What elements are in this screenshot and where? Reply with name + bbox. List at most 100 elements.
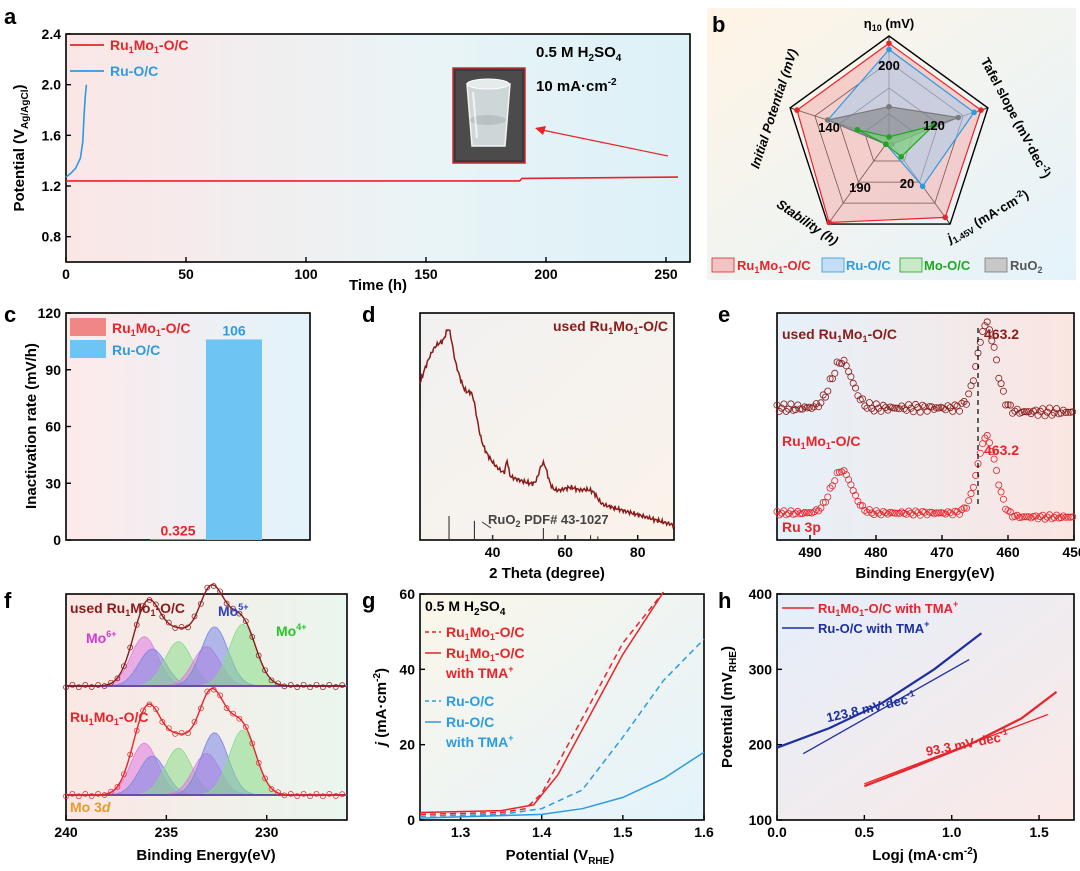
mo3d-point (88, 684, 95, 690)
radar-tick-label: 200 (878, 58, 900, 73)
bar-legend-ru1mo1: Ru1Mo1-O/C (112, 320, 190, 338)
mo3d-point (153, 706, 159, 712)
panel-e-letter: e (718, 302, 730, 327)
panel-e-xtick-label: 490 (798, 544, 822, 560)
xps-point (990, 455, 998, 463)
mo3d-point (153, 601, 159, 608)
xps-point (993, 466, 1001, 474)
xps-point (958, 506, 966, 514)
xps-point (1069, 408, 1077, 416)
panel-e-xtick-label: 450 (1062, 544, 1080, 560)
panel-h-ytick-label: 300 (749, 661, 773, 677)
radar-point (955, 114, 962, 121)
panel-a-ytick-label: 0.8 (42, 229, 62, 245)
mo3d-point (127, 644, 134, 651)
mo3d-point (287, 682, 294, 688)
mo3d-point (339, 682, 346, 688)
panel-h-tafel-curves (776, 632, 1058, 788)
xps-point (983, 431, 991, 439)
mo3d-point (172, 731, 179, 737)
xps-point (905, 507, 913, 515)
xps-point (893, 509, 901, 517)
xps-point (1059, 406, 1067, 414)
mo3d-point (300, 681, 307, 688)
mo3d-point (146, 701, 153, 708)
mo3d-point (63, 793, 69, 800)
radar-legend-ru: Ru-O/C (846, 258, 891, 273)
xps-point (921, 403, 929, 411)
xps-point (909, 511, 917, 519)
xps-point (826, 375, 834, 383)
xps-point (819, 498, 827, 506)
xps-point (1034, 515, 1042, 523)
panel-h-ytick-label: 400 (749, 586, 773, 602)
xps-point (879, 401, 887, 409)
xps-point (1018, 513, 1026, 521)
radar-legend-swatch-ru1mo1 (711, 257, 735, 273)
mo3d-point (242, 723, 249, 730)
mo3d-point (223, 705, 230, 711)
panel-a-xtick-label: 200 (534, 266, 558, 282)
xps-point (958, 399, 966, 407)
tafel-fit-rumo (864, 713, 1049, 785)
panel-d-series-label: used Ru1Mo1-O/C (553, 318, 668, 336)
radar-point (978, 107, 984, 113)
xps-point (930, 405, 938, 413)
panel-f-xlabel: Binding Energy(eV) (136, 847, 275, 864)
panel-e-plot-area (777, 313, 1074, 540)
xps-point (1009, 409, 1017, 417)
panel-a-series-ru1mo1-o-c (66, 176, 679, 182)
xps-point (976, 338, 984, 346)
mo3d-point (82, 682, 89, 688)
xps-point (854, 497, 862, 505)
xps-point (1041, 515, 1049, 523)
mo3d-point (178, 729, 185, 736)
mo3d-point (230, 710, 236, 717)
lsv-curve-0 (419, 591, 664, 816)
xps-point (965, 497, 973, 505)
panel-f-ticks: 240 235 230 (54, 815, 279, 840)
xps-point (1011, 407, 1019, 415)
mo3d-point (88, 793, 95, 799)
mo3d-point (262, 667, 268, 674)
xps-point (803, 509, 811, 517)
xps-point (842, 362, 850, 370)
xps-point (1050, 409, 1058, 417)
g-legend-rumo-tma-suffix: with TMA+ (445, 664, 513, 681)
mo3d-point (313, 790, 320, 797)
mo3d-point (281, 683, 288, 690)
mo3d-point (249, 740, 256, 747)
xps-point (808, 404, 816, 412)
xps-point (877, 407, 885, 415)
xps-point (983, 318, 991, 326)
mo3d-point (210, 583, 217, 589)
xps-point (942, 406, 950, 414)
xps-point (1013, 511, 1021, 519)
radar-point (898, 154, 905, 160)
mo3d-point (326, 791, 333, 797)
xps-point (1002, 401, 1010, 409)
panel-e-label-used: used Ru1Mo1-O/C (782, 326, 897, 344)
panel-e: e 490 480 470 460 450 Binding Energy(eV) use… (718, 302, 1080, 582)
panel-h-xtick-label: 1.5 (1029, 824, 1049, 840)
panel-d-reference-label: RuO2 PDF# 43-1027 (488, 512, 609, 529)
xps-point (831, 369, 839, 377)
bar-legend-ru: Ru-O/C (112, 342, 160, 358)
xps-point (1023, 513, 1031, 521)
xps-point (787, 400, 795, 408)
mo3d-point (236, 610, 243, 617)
panel-e-xtick-label: 460 (996, 544, 1020, 560)
mo3d-point (300, 790, 307, 797)
mo3d-point (95, 791, 101, 797)
panel-f-label-used: used Ru1Mo1-O/C (70, 600, 185, 618)
panel-d-plot-area (420, 313, 674, 540)
xps-point (962, 504, 970, 512)
panel-c-ytick-label: 30 (45, 475, 61, 491)
xps-point (886, 508, 894, 516)
panel-f-frame (65, 593, 348, 821)
xps-point (909, 408, 917, 416)
panel-d-frame (419, 312, 675, 541)
panel-h-frame (776, 593, 1075, 821)
xps-point (831, 477, 839, 485)
xps-point (1043, 513, 1051, 521)
